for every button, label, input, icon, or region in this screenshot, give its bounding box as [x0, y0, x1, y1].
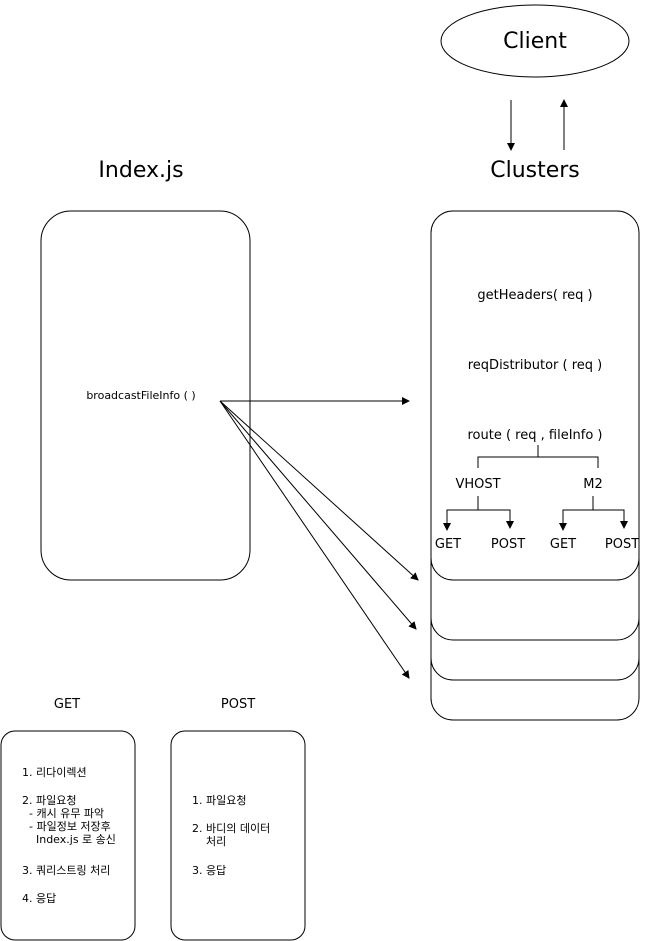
get-note-item-3: 3. 쿼리스트링 처리 [22, 864, 111, 877]
get-note-title: GET [53, 697, 81, 712]
m2-get-label: GET [549, 537, 577, 552]
vhost-post-label: POST [490, 537, 526, 552]
clusters-title: Clusters [490, 158, 580, 183]
broadcast-arrow-4 [219, 400, 410, 679]
vhost-label: VHOST [455, 477, 501, 492]
req-distributor-label: reqDistributor ( req ) [467, 358, 603, 373]
get-note-item-2: 2. 파일요청 - 캐시 유무 파악 - 파일정보 저장후 Index.js 로… [22, 794, 116, 846]
client-node [440, 4, 630, 78]
get-headers-label: getHeaders( req ) [477, 288, 593, 303]
post-note-item-2: 2. 바디의 데이터 처리 [192, 822, 271, 848]
post-note-title: POST [220, 697, 256, 712]
get-note-box [0, 730, 136, 941]
m2-post-label: POST [604, 537, 640, 552]
broadcast-function-label: broadcastFileInfo ( ) [86, 389, 196, 402]
post-note-item-1: 1. 파일요청 [192, 794, 247, 807]
cluster-box-main [430, 210, 640, 581]
broadcast-arrow-2 [219, 400, 419, 581]
post-note-box [170, 730, 306, 941]
post-note-item-3: 3. 응답 [192, 864, 227, 877]
route-bracket [477, 445, 599, 468]
index-box [40, 210, 251, 581]
client-label: Client [503, 29, 567, 54]
index-title: Index.js [98, 158, 184, 183]
broadcast-arrow-3 [219, 400, 417, 630]
route-label: route ( req , fileInfo ) [467, 428, 603, 443]
vhost-get-label: GET [434, 537, 462, 552]
get-note-item-1: 1. 리다이렉션 [22, 766, 87, 779]
m2-label: M2 [583, 477, 603, 492]
get-note-item-4: 4. 응답 [22, 892, 57, 905]
